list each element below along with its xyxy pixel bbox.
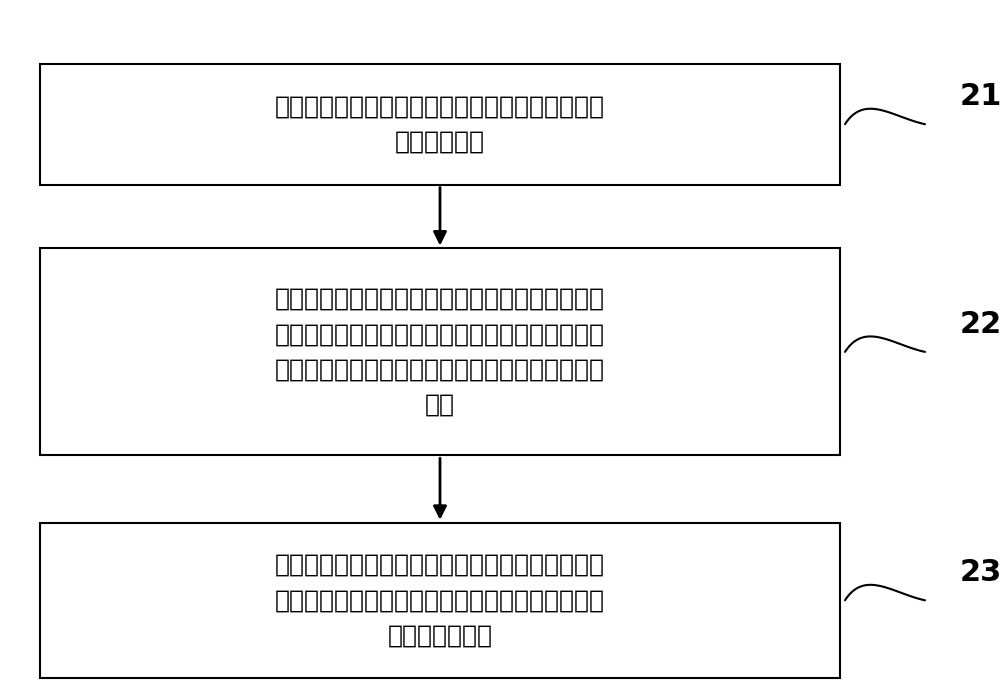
Text: 230: 230 <box>960 558 1000 587</box>
Text: 基于场景分类结果对应的优选小区的小区参数，配
置锁点小区；优选小区是从场景分类结果对应的样
本小区中选取的: 基于场景分类结果对应的优选小区的小区参数，配 置锁点小区；优选小区是从场景分类结… <box>275 553 605 648</box>
Bar <box>40 248 840 455</box>
Text: 将小区特征数据输入场景分类模型，获取场景分类
模型输出的场景分类结果；场景分类模型是基于样
本小区的样本小区特征数据和样本场景类别训练得
到的: 将小区特征数据输入场景分类模型，获取场景分类 模型输出的场景分类结果；场景分类模… <box>275 287 605 417</box>
Bar <box>40 64 840 185</box>
Text: 210: 210 <box>960 82 1000 111</box>
Bar <box>40 523 840 678</box>
Text: 220: 220 <box>960 310 1000 339</box>
Text: 获取锁点小区的小区特征数据；小区特征数据至少
包括工参数据: 获取锁点小区的小区特征数据；小区特征数据至少 包括工参数据 <box>275 95 605 154</box>
